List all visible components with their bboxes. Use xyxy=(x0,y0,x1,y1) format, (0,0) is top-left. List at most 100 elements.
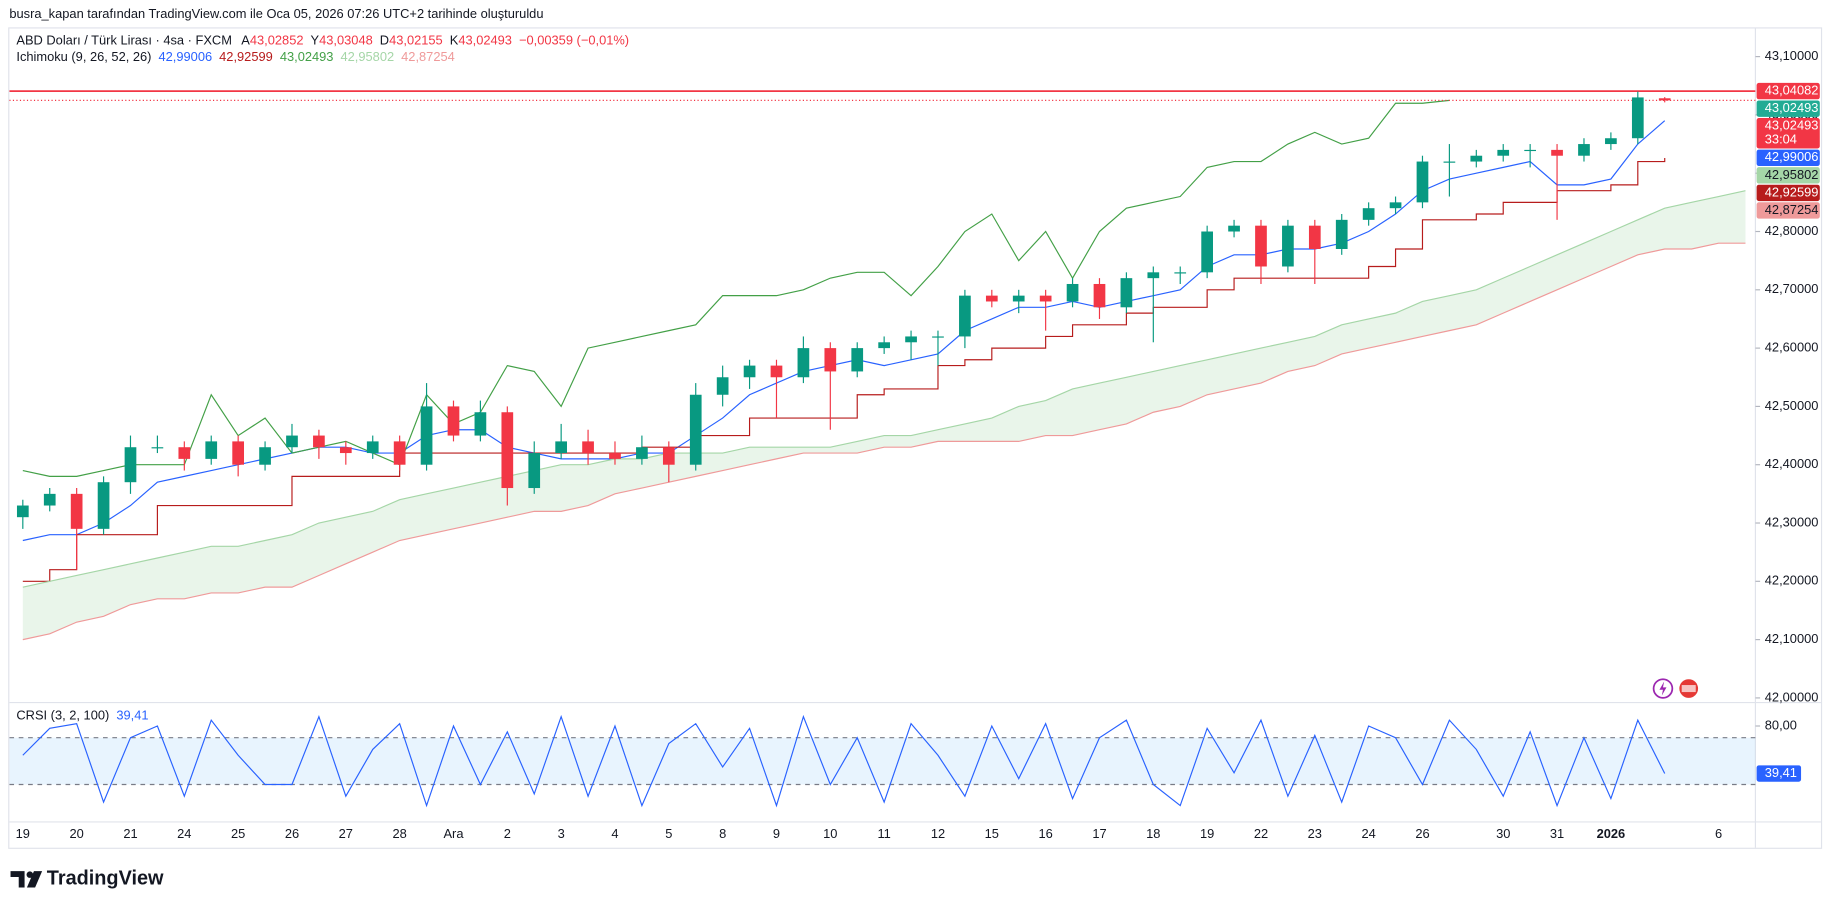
ohlc-value: 43,03048 xyxy=(319,33,373,48)
price-tag xyxy=(1756,82,1820,100)
candle-body xyxy=(689,394,702,465)
frame xyxy=(8,27,1823,849)
x-tick-label: 21 xyxy=(123,826,137,841)
candle-body xyxy=(16,505,29,518)
x-tick-label: 4 xyxy=(611,826,618,841)
x-tick-label: 20 xyxy=(69,826,83,841)
header-icons[interactable] xyxy=(1652,678,1699,699)
price-pane xyxy=(9,90,1756,641)
x-tick-label: 19 xyxy=(16,826,30,841)
candle-body xyxy=(824,348,837,372)
candle-body xyxy=(1497,149,1510,156)
event-glyph xyxy=(1681,685,1696,693)
indicator-name: Ichimoku (9, 26, 52, 26) xyxy=(16,49,151,64)
y-tick-label: 42,60000 xyxy=(1765,340,1819,355)
attribution: busra_kapan tarafından TradingView.com i… xyxy=(9,6,543,21)
candle-body xyxy=(1228,225,1240,232)
x-tick-label: 23 xyxy=(1308,826,1322,841)
x-tick-label: 24 xyxy=(177,826,191,841)
price-tag xyxy=(1756,184,1820,202)
price-tag xyxy=(1756,118,1820,149)
indicator-value: 42,99006 xyxy=(158,49,212,64)
x-tick-label: 3 xyxy=(558,826,565,841)
candle-body xyxy=(178,447,191,459)
price-tag-label: 43,04082 xyxy=(1765,83,1819,98)
x-tick-label: 25 xyxy=(231,826,245,841)
price-tag-label: 43,02493 xyxy=(1765,118,1819,133)
candle-body xyxy=(205,441,218,459)
symbol-title: ABD Doları / Türk Lirası · 4sa · FXCM xyxy=(16,33,232,48)
candle-body xyxy=(97,482,110,529)
candle-body xyxy=(70,493,83,529)
x-tick-label: 19 xyxy=(1200,826,1214,841)
candle-body xyxy=(1255,225,1267,267)
candle-body xyxy=(1578,144,1590,156)
price-tag-label: 42,99006 xyxy=(1765,149,1819,164)
candle-body xyxy=(43,493,56,506)
indicator-value: 39,41 xyxy=(116,708,148,723)
y-tick-label: 42,70000 xyxy=(1765,281,1819,296)
candle-body xyxy=(1362,208,1375,220)
x-tick-label: 12 xyxy=(931,826,945,841)
x-tick-label: 31 xyxy=(1550,826,1564,841)
price-tag-label: 43,02493 xyxy=(1765,100,1819,115)
y-tick-label: 42,40000 xyxy=(1765,456,1819,471)
candle-body xyxy=(1443,161,1456,163)
indicator-value: 42,95802 xyxy=(340,49,394,64)
candle-body xyxy=(1416,161,1429,203)
candle-body xyxy=(501,412,514,489)
x-tick-label: 17 xyxy=(1092,826,1106,841)
ohlc-value: 43,02155 xyxy=(389,33,443,48)
x-tick-label: 11 xyxy=(877,826,890,841)
price-tag xyxy=(1756,167,1820,184)
candle-body xyxy=(1147,272,1160,279)
x-tick-label: 18 xyxy=(1146,826,1160,841)
candle-body xyxy=(1039,295,1052,302)
candle-body xyxy=(743,365,756,378)
candle-body xyxy=(959,295,971,337)
brand-name: TradingView xyxy=(47,868,164,890)
x-tick-label: 28 xyxy=(392,826,406,841)
x-tick-label: 26 xyxy=(1415,826,1429,841)
x-tick-label: 5 xyxy=(665,826,672,841)
candle-body xyxy=(555,441,568,454)
candle-body xyxy=(1631,97,1644,139)
candle-body xyxy=(286,435,298,448)
candle-body xyxy=(636,447,648,459)
candle-body xyxy=(1335,219,1348,249)
candle-body xyxy=(1093,283,1106,308)
x-tick-label: 2026 xyxy=(1597,826,1626,841)
candle-body xyxy=(1551,149,1563,156)
price-tag xyxy=(1756,149,1820,167)
candle-body xyxy=(582,441,594,454)
y-tick-label: 42,00000 xyxy=(1765,689,1819,704)
x-tick-label: Ara xyxy=(443,826,464,841)
candle-body xyxy=(447,406,460,436)
overlay: 42,00000 42,10000 42,20000 42,30000 42,40000… xyxy=(16,48,1820,841)
indicator-line xyxy=(22,99,1450,477)
legend-ichimoku: Ichimoku (9, 26, 52, 26) 42,99006 42,92599… xyxy=(16,49,454,64)
candle-body xyxy=(1282,225,1294,267)
alert-glyph xyxy=(1659,681,1667,696)
candle-body xyxy=(878,342,890,349)
candle-body xyxy=(124,447,137,483)
candle-body xyxy=(259,447,271,465)
x-tick-label: 9 xyxy=(773,826,780,841)
candle-body xyxy=(420,406,433,465)
indicator-value: 42,87254 xyxy=(401,49,455,64)
price-tag-label: 42,92599 xyxy=(1765,184,1819,199)
y-tick-label: 42,10000 xyxy=(1765,631,1819,646)
crsi-pane xyxy=(9,714,1756,808)
x-tick-label: 6 xyxy=(1715,826,1722,841)
price-tag-label: 42,95802 xyxy=(1765,167,1819,182)
candle-body xyxy=(232,441,245,465)
indicator-line xyxy=(22,190,1746,588)
x-tick-label: 10 xyxy=(823,826,837,841)
indicator-value: 43,02493 xyxy=(280,49,334,64)
y-tick-label: 42,80000 xyxy=(1765,223,1819,238)
x-tick-label: 2 xyxy=(504,826,511,841)
brand: TradingView xyxy=(10,868,164,890)
x-tick-label: 30 xyxy=(1496,826,1510,841)
